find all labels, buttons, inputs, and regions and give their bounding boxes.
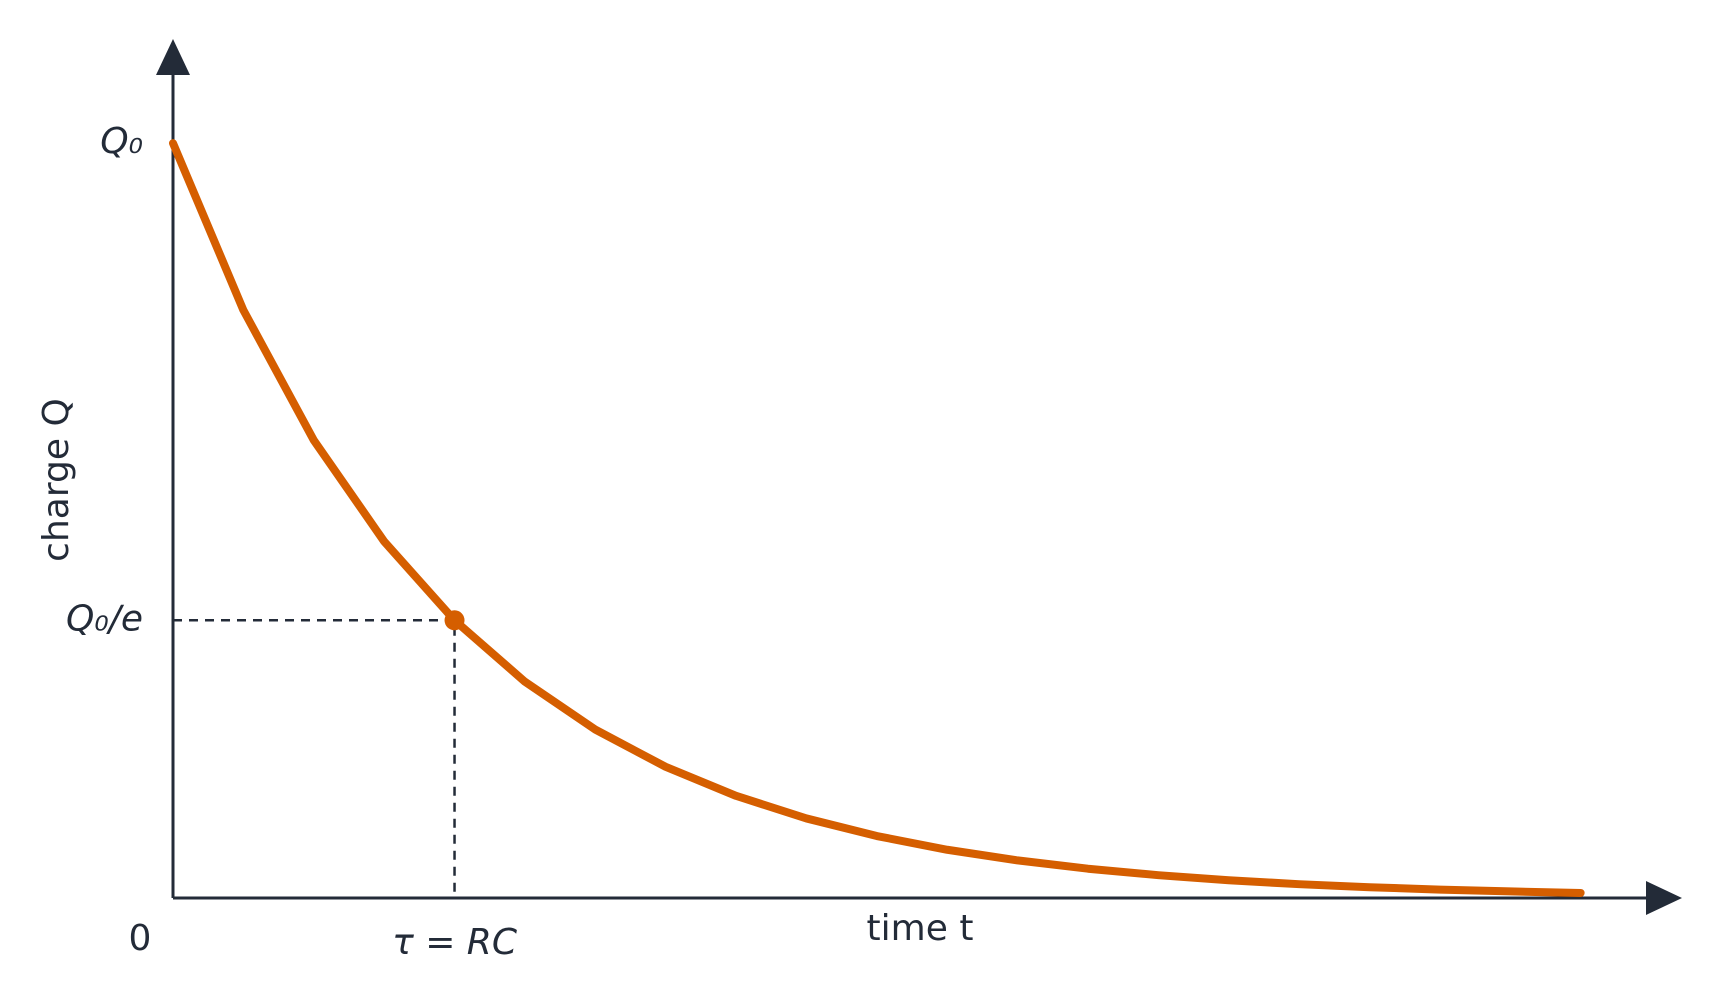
y-tick-label: Q₀/e: [66, 598, 143, 639]
decay-curve: [169, 139, 1585, 897]
y-axis-label: charge Q: [36, 398, 77, 562]
x-tick-label: τ = RC: [392, 922, 518, 963]
x-axis-arrow: [1646, 881, 1682, 915]
y-tick-label: Q₀: [100, 121, 143, 162]
origin-label: 0: [129, 918, 152, 959]
guide-line: [173, 619, 456, 898]
highlight-point: [444, 610, 465, 631]
x-axis-label: time t: [867, 908, 974, 949]
y-axis-arrow: [156, 39, 190, 75]
